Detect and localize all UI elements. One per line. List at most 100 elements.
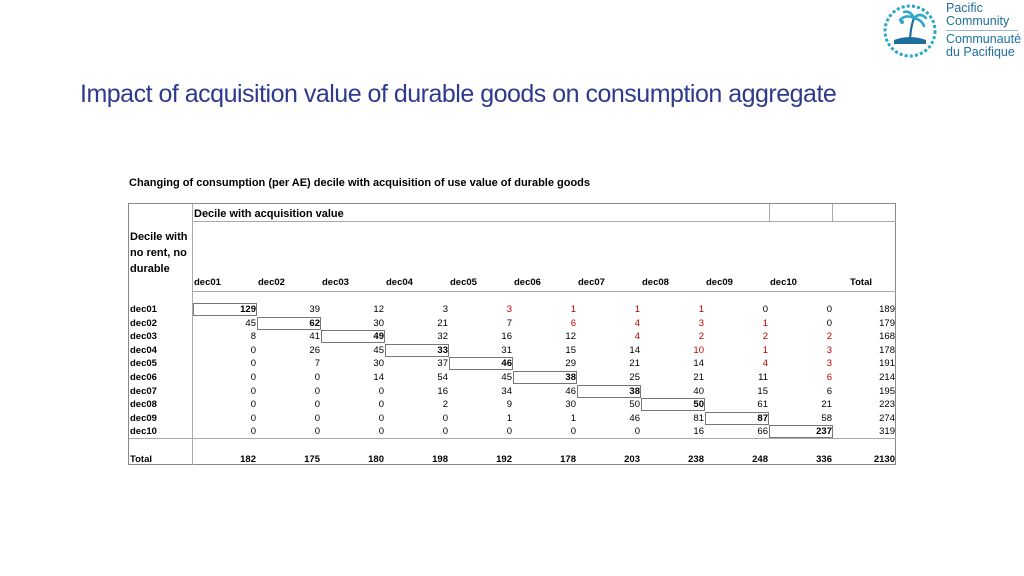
column-header-dec03: dec03 (322, 277, 349, 288)
column-header-dec04: dec04 (386, 277, 413, 288)
table-cell: 0 (762, 304, 768, 315)
table-cell: 62 (309, 317, 320, 329)
table-cell: 49 (373, 331, 384, 343)
row-label-dec03: dec03 (130, 331, 157, 343)
table-cell: 21 (629, 358, 640, 370)
table-cell: 1 (698, 304, 704, 315)
total-cell: 203 (624, 454, 640, 465)
table-cell: 6 (570, 317, 576, 329)
diagonal-highlight-box (257, 316, 321, 330)
table-cell: 0 (250, 399, 256, 411)
table-cell: 66 (757, 426, 768, 438)
table-cell: 0 (378, 412, 384, 424)
table-cell: 0 (826, 317, 832, 329)
table-cell: 38 (629, 385, 640, 397)
diagonal-highlight-box (193, 303, 257, 316)
table-cell: 2 (826, 331, 832, 343)
decile-transition-table: Decile with acquisition value Decile wit… (128, 203, 896, 465)
table-cell: 8 (250, 331, 256, 343)
table-cell: 58 (821, 412, 832, 424)
row-label-dec02: dec02 (130, 317, 157, 329)
table-cell: 0 (314, 412, 320, 424)
table-cell: 30 (565, 399, 576, 411)
row-label-dec08: dec08 (130, 399, 157, 411)
table-cell: 45 (245, 317, 256, 329)
table-cell: 0 (378, 385, 384, 397)
table-cell: 14 (693, 358, 704, 370)
table-cell: 25 (629, 372, 640, 383)
table-cell: 2 (442, 399, 448, 411)
table-cell: 195 (879, 385, 895, 397)
table-cell: 1 (506, 412, 512, 424)
table-cell: 41 (309, 331, 320, 343)
row-label-dec06: dec06 (130, 372, 157, 383)
diagonal-highlight-box (449, 357, 513, 371)
column-header-dec02: dec02 (258, 277, 285, 288)
table-cell: 26 (309, 344, 320, 356)
page-title: Impact of acquisition value of durable g… (80, 80, 837, 108)
column-header-rule (192, 291, 896, 292)
table-cell: 33 (437, 344, 448, 356)
table-cell: 3 (826, 344, 832, 356)
table-cell: 16 (437, 385, 448, 397)
table-cell: 3 (826, 358, 832, 370)
pacific-community-logo: Pacific Community Communauté du Pacifiqu… (880, 0, 1024, 62)
diagonal-highlight-box (321, 330, 385, 344)
table-cell: 0 (250, 372, 256, 383)
table-cell: 1 (762, 344, 768, 356)
table-cell: 2 (762, 331, 768, 343)
table-subtitle: Changing of consumption (per AE) decile … (129, 177, 591, 189)
total-cell: 198 (432, 454, 448, 465)
table-cell: 15 (757, 385, 768, 397)
total-rule (129, 438, 896, 439)
total-cell: 182 (240, 454, 256, 465)
table-cell: 3 (698, 317, 704, 329)
table-cell: 129 (240, 304, 256, 315)
row-label-dec07: dec07 (130, 385, 157, 397)
table-cell: 4 (634, 331, 640, 343)
header-divider-1 (769, 204, 770, 221)
row-label-divider (192, 204, 193, 465)
table-cell: 0 (250, 426, 256, 438)
table-cell: 0 (314, 372, 320, 383)
table-cell: 45 (501, 372, 512, 383)
table-cell: 61 (757, 399, 768, 411)
table-cell: 12 (565, 331, 576, 343)
logo-divider (946, 30, 1018, 31)
table-cell: 3 (442, 304, 448, 315)
row-label-dec04: dec04 (130, 344, 157, 356)
diagonal-highlight-box (513, 371, 577, 384)
table-cell: 0 (378, 399, 384, 411)
total-cell: 178 (560, 454, 576, 465)
table-cell: 319 (879, 426, 895, 438)
total-cell: 238 (688, 454, 704, 465)
table-cell: 4 (634, 317, 640, 329)
table-cell: 0 (314, 426, 320, 438)
diagonal-highlight-box (705, 411, 769, 425)
table-cell: 21 (821, 399, 832, 411)
total-cell: 248 (752, 454, 768, 465)
table-cell: 50 (629, 399, 640, 411)
row-label-dec10: dec10 (130, 426, 157, 438)
table-cell: 38 (565, 372, 576, 383)
total-cell: 2130 (873, 454, 895, 465)
table-cell: 168 (879, 331, 895, 343)
table-cell: 81 (693, 412, 704, 424)
table-cell: 30 (373, 317, 384, 329)
table-cell: 29 (565, 358, 576, 370)
table-cell: 189 (879, 304, 895, 315)
diagonal-highlight-box (577, 384, 641, 398)
table-cell: 0 (378, 426, 384, 438)
column-header-dec01: dec01 (194, 277, 221, 288)
table-cell: 45 (373, 344, 384, 356)
table-cell: 16 (501, 331, 512, 343)
diagonal-highlight-box (641, 398, 705, 412)
table-cell: 21 (437, 317, 448, 329)
column-group-header: Decile with acquisition value (194, 208, 344, 220)
table-cell: 223 (879, 399, 895, 411)
table-cell: 16 (693, 426, 704, 438)
table-cell: 0 (250, 344, 256, 356)
table-cell: 34 (501, 385, 512, 397)
table-cell: 237 (816, 426, 832, 438)
table-cell: 39 (309, 304, 320, 315)
